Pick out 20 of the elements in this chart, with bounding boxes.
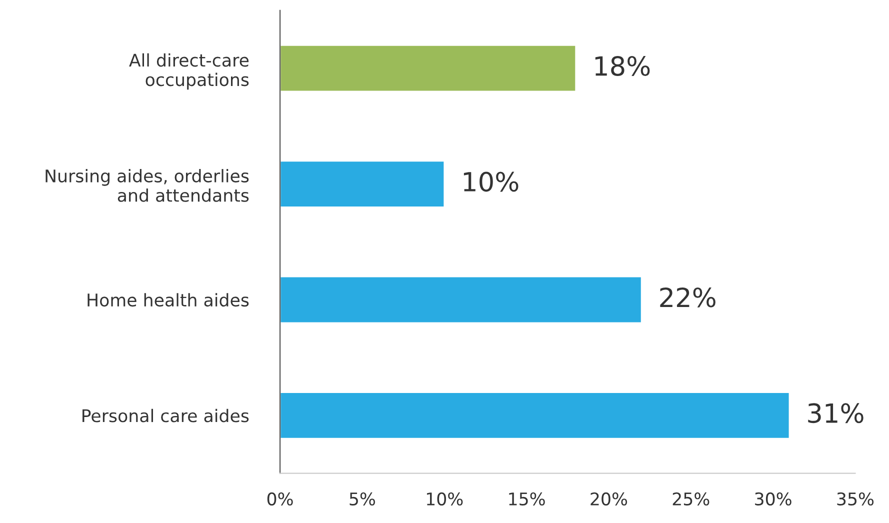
- x-tick-label: 10%: [426, 492, 463, 506]
- bar: [280, 276, 642, 324]
- x-tick-label: 20%: [590, 492, 628, 506]
- bar: [280, 392, 790, 440]
- bar: [280, 44, 577, 92]
- data-label: 31%: [808, 403, 864, 424]
- y-tick-label: All direct-care occupations: [129, 53, 249, 90]
- bar: [280, 160, 446, 208]
- x-tick-label: 35%: [837, 492, 874, 506]
- data-label: 10%: [464, 172, 518, 192]
- x-tick-label: 25%: [672, 492, 710, 506]
- y-tick-label: Home health aides: [88, 293, 249, 307]
- x-tick-label: 5%: [350, 492, 376, 506]
- y-tick-label: Personal care aides: [82, 408, 249, 422]
- x-tick-label: 15%: [509, 492, 545, 506]
- x-tick-label: 30%: [755, 492, 792, 506]
- x-tick-label: 0%: [267, 492, 293, 506]
- data-label: 18%: [595, 56, 650, 76]
- y-tick-label: Nursing aides, orderlies and attendants: [46, 169, 249, 202]
- data-label: 22%: [660, 287, 716, 308]
